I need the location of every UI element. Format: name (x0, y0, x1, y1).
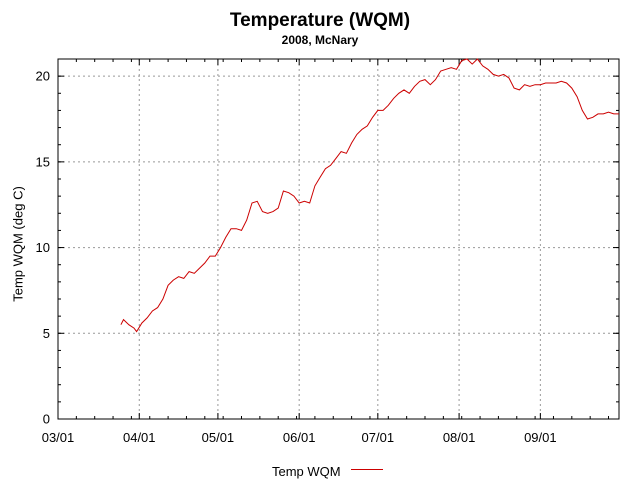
x-tick-label: 09/01 (524, 430, 557, 445)
y-tick-label: 0 (43, 412, 50, 427)
series-line-temp-wqm (120, 58, 619, 333)
chart-title: Temperature (WQM) (229, 10, 411, 31)
legend-line-swatch (350, 469, 383, 470)
x-tick-label: 05/01 (202, 430, 235, 445)
legend: Temp WQM (272, 464, 383, 479)
y-tick-label: 5 (43, 326, 50, 341)
x-tick-label: 08/01 (443, 430, 476, 445)
y-tick-label: 20 (36, 69, 50, 84)
x-tick-label: 06/01 (283, 430, 316, 445)
x-tick-label: 04/01 (123, 430, 156, 445)
y-tick-label: 15 (36, 154, 50, 169)
y-tick-label: 10 (36, 240, 50, 255)
x-tick-label: 07/01 (362, 430, 395, 445)
chart-subtitle: 2008, McNary (281, 33, 359, 47)
plot-frame (57, 58, 620, 420)
legend-label: Temp WQM (272, 464, 341, 479)
x-tick-label: 03/01 (42, 430, 75, 445)
